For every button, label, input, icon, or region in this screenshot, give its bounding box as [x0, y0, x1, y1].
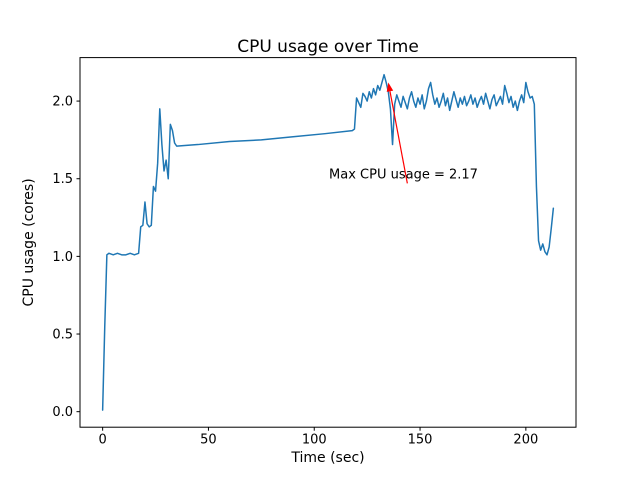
- cpu-usage-line: [101, 73, 555, 411]
- plot-area: 0 50 100 150 200 0.0 0.5 1.0 1.5 2.0: [52, 57, 577, 448]
- max-annotation-arrow-line: [389, 91, 408, 184]
- y-tick-label: 0.5: [52, 328, 73, 343]
- x-tick-label: 0: [99, 433, 107, 448]
- x-axis-label: Time (sec): [290, 450, 364, 466]
- y-axis-label: CPU usage (cores): [21, 178, 37, 306]
- y-tick-label: 1.0: [52, 250, 73, 265]
- max-annotation-arrow-head: [386, 82, 394, 92]
- axes-spines: [79, 57, 577, 428]
- y-tick-label: 0.0: [52, 405, 73, 420]
- x-tick-label: 150: [408, 433, 433, 448]
- max-annotation-text: Max CPU usage = 2.17: [329, 168, 478, 183]
- y-tick-label: 2.0: [52, 95, 73, 110]
- x-tick-label: 200: [513, 433, 538, 448]
- x-tick-label: 50: [200, 433, 217, 448]
- y-tick-label: 1.5: [52, 172, 73, 187]
- x-tick-label: 100: [302, 433, 327, 448]
- chart-title: CPU usage over Time: [237, 37, 419, 57]
